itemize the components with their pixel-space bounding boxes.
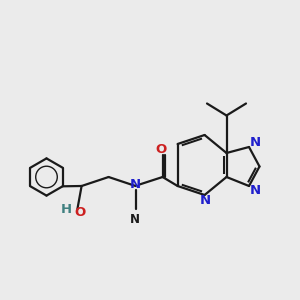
Text: N: N [249, 136, 261, 149]
Text: N: N [130, 178, 141, 191]
Text: H: H [60, 202, 72, 216]
Text: N: N [130, 213, 140, 226]
Text: N: N [200, 194, 211, 208]
Text: O: O [74, 206, 85, 219]
Text: N: N [249, 184, 261, 197]
Text: O: O [155, 142, 167, 156]
